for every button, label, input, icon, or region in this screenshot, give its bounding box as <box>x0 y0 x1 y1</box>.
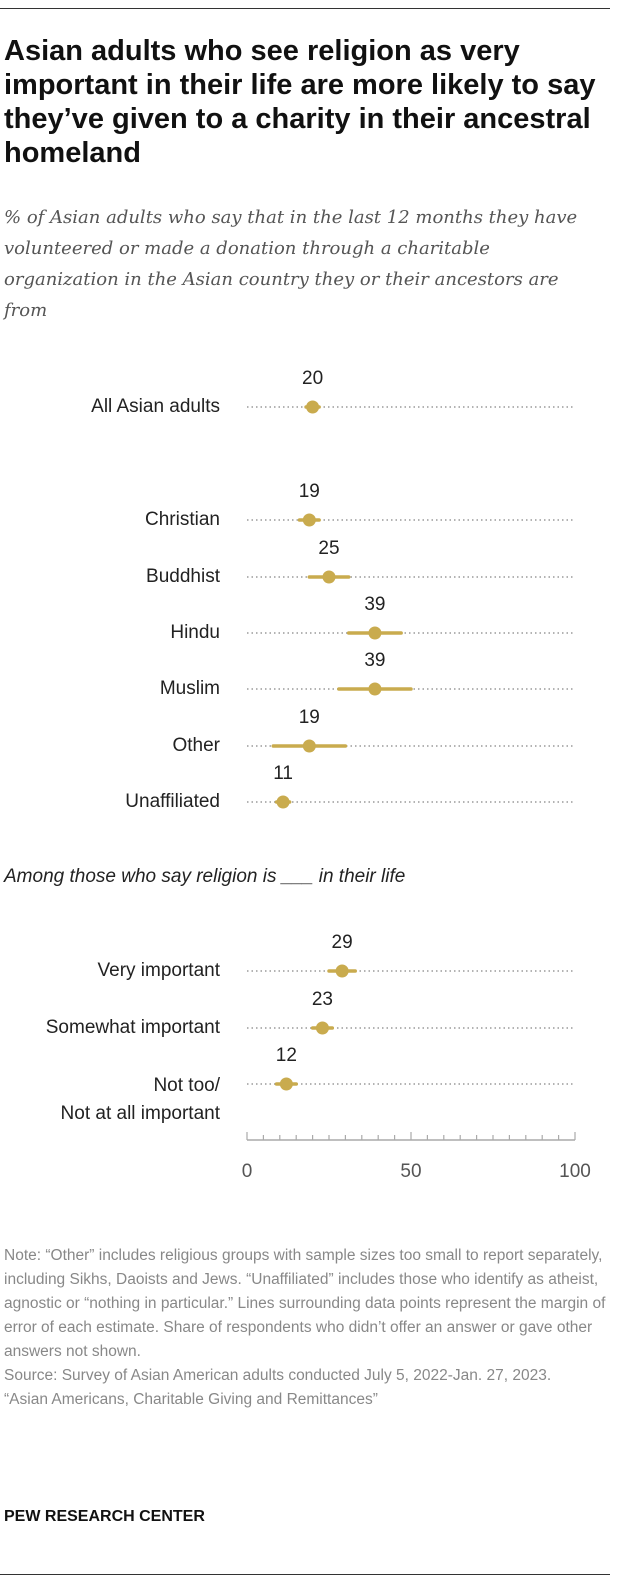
data-point <box>368 682 382 696</box>
category-label: Hindu <box>170 622 220 643</box>
top-rule <box>0 8 610 9</box>
data-point <box>306 400 320 414</box>
report-title: “Asian Americans, Charitable Giving and … <box>4 1391 378 1408</box>
x-tick-label: 50 <box>400 1161 421 1182</box>
category-label: Somewhat important <box>46 1017 221 1038</box>
data-label: 12 <box>276 1045 297 1066</box>
chart-subtitle: % of Asian adults who say that in the la… <box>4 207 578 321</box>
source-text: Source: Survey of Asian American adults … <box>4 1367 552 1384</box>
category-label: Buddhist <box>146 566 221 587</box>
section-label: Among those who say religion is ___ in t… <box>4 866 406 887</box>
data-label: 23 <box>312 989 333 1010</box>
data-label: 39 <box>364 594 385 615</box>
category-label: Very important <box>98 960 221 981</box>
data-point <box>322 570 336 584</box>
data-point <box>315 1021 329 1035</box>
data-label: 25 <box>318 538 339 559</box>
category-label: Not too/ <box>153 1075 220 1096</box>
data-label: 39 <box>364 650 385 671</box>
category-label: Not at all important <box>61 1103 221 1124</box>
data-label: 29 <box>332 932 353 953</box>
x-tick-label: 0 <box>242 1161 253 1182</box>
data-point <box>302 739 316 753</box>
chart-title: Asian adults who see religion as very im… <box>4 35 596 169</box>
data-point <box>335 964 349 978</box>
bottom-rule <box>0 1574 610 1575</box>
category-label: Unaffiliated <box>125 791 220 812</box>
data-point <box>368 626 382 640</box>
data-label: 11 <box>273 763 293 784</box>
brand-logo-text: PEW RESEARCH CENTER <box>4 1508 205 1525</box>
category-label: Christian <box>145 509 220 530</box>
dot-chart: 20 All Asian adults 19 Christian 25 Buddhist 3… <box>46 368 591 1182</box>
data-label: 20 <box>302 368 323 389</box>
x-tick-label: 100 <box>559 1161 591 1182</box>
data-label: 19 <box>299 481 320 502</box>
category-label: Other <box>172 735 220 756</box>
data-point <box>276 795 290 809</box>
data-point <box>279 1077 293 1091</box>
category-label: Muslim <box>160 678 220 699</box>
notes: Note: “Other” includes religious groups … <box>4 1244 610 1412</box>
category-label: All Asian adults <box>91 396 220 417</box>
data-point <box>302 513 316 527</box>
note-text: Note: “Other” includes religious groups … <box>4 1247 606 1360</box>
data-label: 19 <box>299 707 320 728</box>
